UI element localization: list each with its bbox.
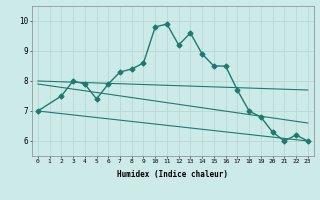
X-axis label: Humidex (Indice chaleur): Humidex (Indice chaleur) xyxy=(117,170,228,179)
